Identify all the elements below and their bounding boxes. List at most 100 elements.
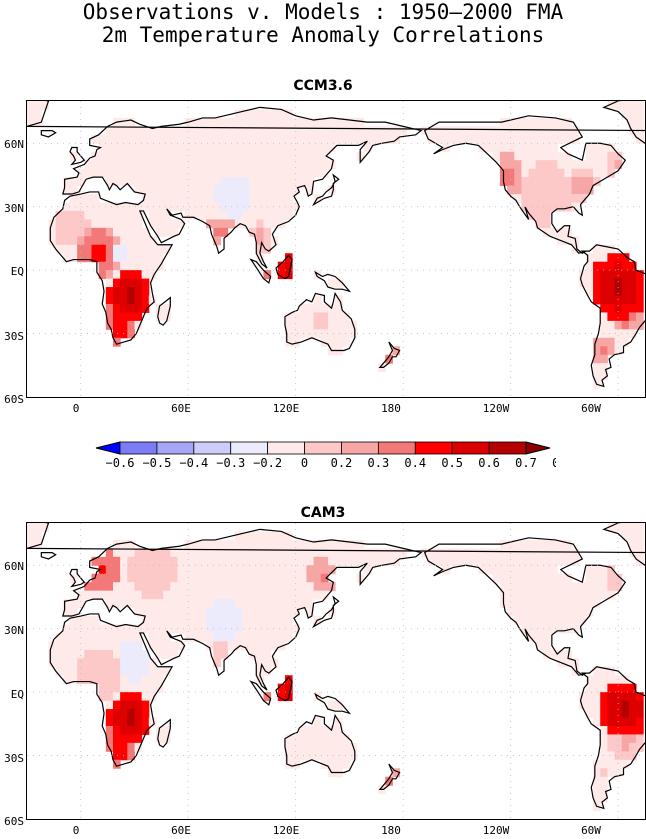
grid-cell	[127, 210, 135, 220]
grid-cell	[284, 751, 293, 761]
grid-cell	[98, 573, 107, 583]
grid-cell	[134, 126, 143, 136]
grid-cell	[600, 675, 608, 685]
grid-cell	[306, 320, 315, 330]
grid-cell	[256, 253, 264, 263]
grid-cell	[163, 734, 171, 744]
grid-cell	[277, 624, 286, 634]
grid-cell	[636, 725, 644, 735]
grid-cell	[256, 134, 264, 144]
grid-cell	[507, 177, 515, 187]
grid-cell	[206, 616, 214, 625]
grid-cell	[320, 329, 329, 339]
grid-cell	[134, 742, 143, 752]
grid-cell	[428, 548, 436, 558]
coastline-japan	[311, 173, 340, 207]
grid-cell	[134, 556, 143, 566]
grid-cell	[292, 329, 300, 339]
grid-cell	[198, 117, 207, 127]
grid-cell	[127, 590, 135, 600]
grid-cell	[84, 641, 92, 651]
grid-cell	[155, 303, 164, 313]
grid-cell	[636, 109, 644, 119]
grid-cell	[550, 556, 558, 566]
grid-cell	[600, 253, 608, 263]
grid-cell	[120, 320, 128, 330]
grid-cell	[607, 725, 616, 735]
grid-cell	[621, 692, 630, 702]
grid-cell	[177, 548, 186, 558]
grid-cell	[62, 210, 71, 220]
grid-cell	[141, 565, 150, 575]
grid-cell	[277, 607, 286, 617]
grid-cell	[571, 582, 580, 592]
grid-cell	[127, 270, 135, 280]
grid-cell	[299, 582, 307, 592]
grid-cell	[148, 236, 157, 246]
grid-cell	[313, 751, 322, 761]
grid-cell	[148, 194, 157, 203]
grid-cell	[600, 742, 608, 752]
grid-cell	[263, 658, 272, 668]
grid-cell	[27, 523, 35, 532]
grid-cell	[69, 607, 78, 617]
grid-cell	[284, 117, 293, 127]
grid-cell	[127, 717, 135, 727]
grid-cell	[127, 683, 135, 693]
grid-cell	[84, 236, 92, 246]
grid-cell	[270, 616, 279, 625]
grid-cell	[593, 683, 601, 693]
grid-cell	[299, 143, 307, 153]
grid-cell	[105, 253, 114, 263]
grid-cell	[313, 143, 322, 153]
grid-cell	[607, 346, 616, 356]
grid-cell	[112, 261, 121, 271]
grid-cell	[163, 607, 171, 617]
grid-cell	[184, 151, 193, 161]
grid-cell	[292, 151, 300, 161]
grid-cell	[112, 666, 121, 676]
grid-cell	[564, 194, 573, 203]
lat-label: 30N	[4, 202, 24, 215]
grid-cell	[313, 742, 322, 752]
grid-cell	[163, 244, 171, 254]
grid-cell	[141, 134, 150, 144]
grid-cell	[535, 151, 544, 161]
grid-cell	[134, 287, 143, 297]
grid-cell	[134, 632, 143, 642]
grid-cell	[91, 666, 100, 676]
grid-cell	[105, 270, 114, 280]
grid-cell	[155, 666, 164, 676]
grid-cell	[105, 666, 114, 676]
grid-cell	[98, 658, 107, 668]
grid-cell	[77, 641, 85, 651]
map-svg	[27, 523, 645, 819]
grid-cell	[69, 185, 78, 195]
grid-cell	[585, 565, 594, 575]
grid-cell	[607, 312, 616, 322]
lat-label: EQ	[10, 265, 24, 278]
grid-cell	[112, 270, 121, 280]
grid-cell	[557, 126, 565, 136]
coastline-sumatra	[249, 680, 272, 706]
grid-cell	[320, 742, 329, 752]
grid-cell	[112, 717, 121, 727]
grid-cell	[292, 582, 300, 592]
grid-cell	[514, 599, 522, 609]
grid-cell	[571, 177, 580, 187]
grid-cell	[141, 624, 150, 634]
grid-cell	[220, 556, 229, 566]
grid-cell	[120, 160, 128, 170]
grid-cell	[155, 573, 164, 583]
grid-cell	[177, 160, 186, 170]
grid-cell	[177, 556, 186, 566]
grid-cell	[571, 126, 580, 136]
grid-cell	[607, 329, 616, 339]
grid-cell	[256, 126, 264, 136]
grid-cell	[277, 109, 286, 119]
grid-cell	[571, 548, 580, 558]
grid-cell	[234, 599, 243, 609]
grid-cell	[213, 607, 221, 617]
grid-cell	[163, 168, 171, 178]
grid-cell	[571, 160, 580, 170]
